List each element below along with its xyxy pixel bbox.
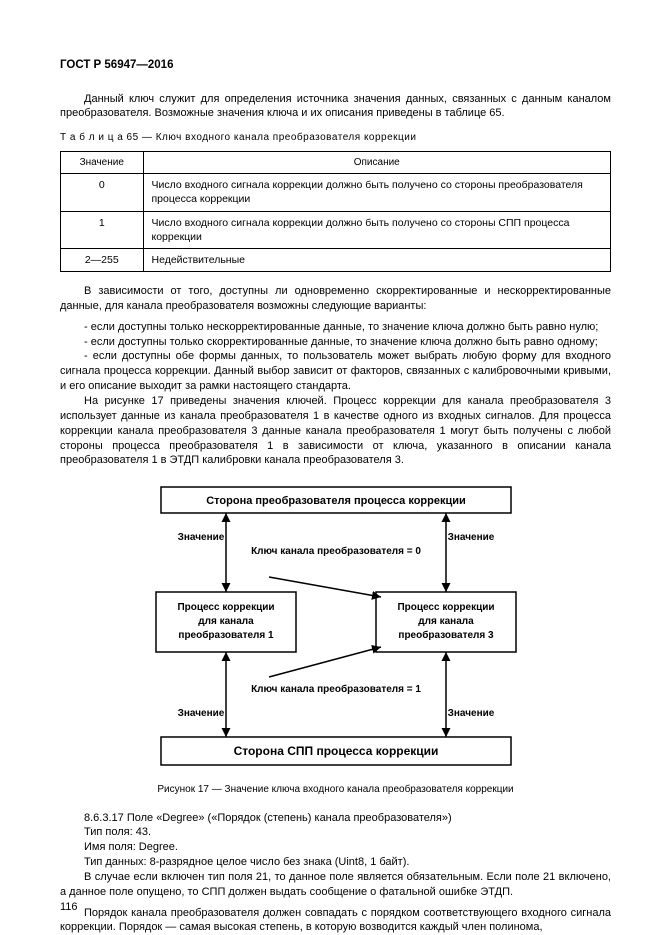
cell-desc: Число входного сигнала коррекции должно … [143,174,611,211]
sec-8-6-3-17: 8.6.3.17 Поле «Degree» («Порядок (степен… [60,811,611,826]
cell-desc: Недействительные [143,248,611,271]
field-name: Имя поля: Degree. [60,840,611,855]
sec-p6: Порядок канала преобразователя должен со… [60,906,611,935]
sec-p5: В случае если включен тип поля 21, то да… [60,870,611,900]
th-value: Значение [61,151,144,174]
cell-desc: Число входного сигнала коррекции должно … [143,211,611,248]
bullet-1: - если доступны только нескорректированн… [60,320,611,335]
fig-proc1-l1: Процесс коррекции [177,602,274,613]
table-row: 0 Число входного сигнала коррекции должн… [61,174,611,211]
fig-label-tl: Значение [177,532,224,543]
fig-key1: Ключ канала преобразователя = 1 [251,683,421,695]
fig-top-box: Сторона преобразователя процесса коррекц… [206,495,466,507]
cell-value: 0 [61,174,144,211]
fig-bottom-box: Сторона СПП процесса коррекции [233,744,438,758]
bullet-3: - если доступны обе формы данных, то пол… [60,349,611,394]
table-row: 1 Число входного сигнала коррекции должн… [61,211,611,248]
table-caption: Т а б л и ц а 65 — Ключ входного канала … [60,131,611,145]
body-p2: На рисунке 17 приведены значения ключей.… [60,394,611,468]
fig-proc3-l1: Процесс коррекции [397,602,494,613]
fig-proc1-l2: для канала [198,616,254,627]
field-datatype: Тип данных: 8-разрядное целое число без … [60,855,611,870]
cell-value: 2—255 [61,248,144,271]
figure-caption: Рисунок 17 — Значение ключа входного кан… [60,783,611,797]
fig-proc1-l3: преобразователя 1 [178,629,274,641]
fig-proc3-l3: преобразователя 3 [398,629,494,641]
fig-label-tr: Значение [447,532,494,543]
fig-label-br: Значение [447,708,494,719]
th-desc: Описание [143,151,611,174]
doc-header: ГОСТ Р 56947—2016 [60,58,611,74]
field-type: Тип поля: 43. [60,825,611,840]
fig-proc3-l2: для канала [418,616,474,627]
figure-17: Сторона преобразователя процесса коррекц… [121,482,551,777]
fig-key0: Ключ канала преобразователя = 0 [251,545,421,557]
page-number: 116 [60,900,78,915]
intro-paragraph: Данный ключ служит для определения источ… [60,92,611,122]
bullet-2: - если доступны только скорректированные… [60,335,611,350]
table-65: Значение Описание 0 Число входного сигна… [60,151,611,272]
fig-label-bl: Значение [177,708,224,719]
body-p1: В зависимости от того, доступны ли однов… [60,284,611,314]
cell-value: 1 [61,211,144,248]
table-row: 2—255 Недействительные [61,248,611,271]
